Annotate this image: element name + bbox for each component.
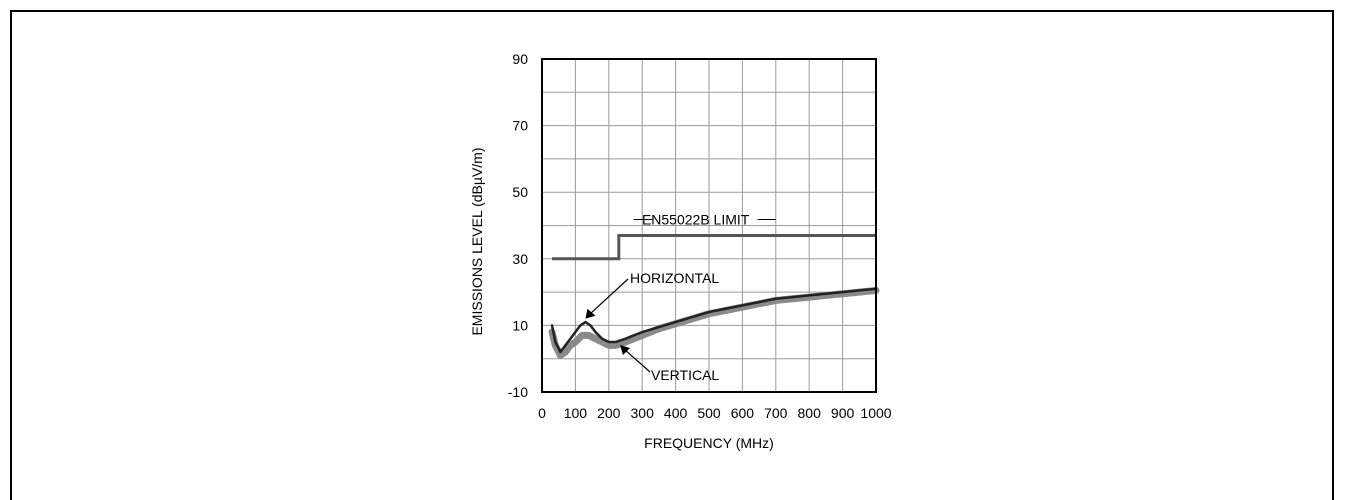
- x-tick-label: 100: [564, 405, 588, 421]
- x-tick-label: 400: [664, 405, 688, 421]
- x-tick-label: 200: [597, 405, 621, 421]
- x-tick-label: 700: [764, 405, 788, 421]
- annotation-vertical: VERTICAL: [651, 367, 719, 383]
- figure-frame: [10, 10, 1334, 500]
- x-tick-label: 300: [631, 405, 655, 421]
- y-tick-labels: -10 10 30 50 70 90: [508, 51, 528, 400]
- grid: [542, 59, 876, 392]
- x-tick-label: 900: [831, 405, 855, 421]
- series-vertical-line: [548, 286, 880, 359]
- y-tick-label: 10: [512, 317, 528, 333]
- y-axis-label: EMISSIONS LEVEL (dBµV/m): [469, 147, 485, 335]
- y-tick-label: 90: [512, 51, 528, 67]
- y-tick-label: 50: [512, 184, 528, 200]
- annotation-en55022b-limit: EN55022B LIMIT: [642, 211, 750, 227]
- x-tick-label: 600: [731, 405, 755, 421]
- series-horizontal-line: [550, 287, 878, 354]
- series-layer: [548, 233, 880, 359]
- x-tick-label: 0: [538, 405, 546, 421]
- chart: 0 100 200 300 400 500 600 700 800 900 1000 -10 10 30…: [469, 51, 892, 451]
- x-tick-label: 500: [697, 405, 721, 421]
- horizontal-arrowhead: [585, 308, 596, 319]
- plot-border: [541, 58, 877, 393]
- x-tick-labels: 0 100 200 300 400 500 600 700 800 900 1000: [538, 405, 892, 421]
- x-tick-label: 1000: [860, 405, 891, 421]
- series-limit-line: [552, 233, 876, 261]
- annotation-horizontal: HORIZONTAL: [630, 270, 719, 286]
- y-tick-label: -10: [508, 384, 528, 400]
- x-axis-label: FREQUENCY (MHz): [644, 435, 774, 451]
- horizontal-arrow: [591, 278, 629, 314]
- x-tick-label: 800: [798, 405, 822, 421]
- vertical-arrowhead: [620, 345, 630, 355]
- vertical-arrow: [623, 348, 651, 373]
- y-tick-label: 30: [512, 251, 528, 267]
- y-tick-label: 70: [512, 118, 528, 134]
